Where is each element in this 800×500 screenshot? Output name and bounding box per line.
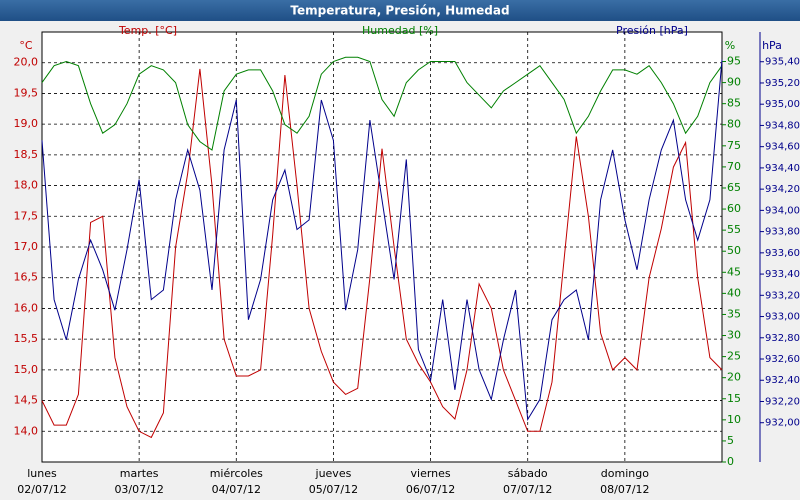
y-tick-label: 17,0 <box>14 240 39 253</box>
y2-tick-label: 10 <box>727 413 741 426</box>
y-tick-label: 15,5 <box>14 332 39 345</box>
x-tick-label: martes <box>120 467 159 480</box>
y-unit: °C <box>19 39 33 52</box>
y3-tick-label: 933,60 <box>765 248 800 259</box>
y2-tick-label: 70 <box>727 160 741 173</box>
y2-tick-label: 15 <box>727 392 741 405</box>
chart-title: Temperatura, Presión, Humedad <box>290 4 509 18</box>
x-tick-label: jueves <box>315 467 352 480</box>
y2-tick-label: 25 <box>727 350 741 363</box>
y2-tick-label: 50 <box>727 244 741 257</box>
y2-tick-label: 95 <box>727 55 741 68</box>
y-tick-label: 19,0 <box>14 117 39 130</box>
y2-tick-label: 20 <box>727 371 741 384</box>
y3-tick-label: 933,00 <box>765 312 800 323</box>
x-tick-label: domingo <box>601 467 649 480</box>
series-label: Humedad [%] <box>362 24 438 37</box>
y2-tick-label: 45 <box>727 265 741 278</box>
y2-tick-label: 90 <box>727 76 741 89</box>
y3-tick-label: 933,20 <box>765 290 800 301</box>
y-tick-label: 20,0 <box>14 56 39 69</box>
series-label: Presión [hPa] <box>616 24 688 37</box>
y3-tick-label: 933,40 <box>765 269 800 280</box>
y-tick-label: 15,0 <box>14 363 39 376</box>
y3-tick-label: 934,20 <box>765 184 800 195</box>
y3-tick-label: 932,80 <box>765 333 800 344</box>
y2-tick-label: 35 <box>727 307 741 320</box>
y2-tick-label: 85 <box>727 97 741 110</box>
y2-tick-label: 55 <box>727 223 741 236</box>
x-tick-date: 02/07/12 <box>17 483 66 496</box>
y2-tick-label: 0 <box>727 455 734 468</box>
y3-tick-label: 935,20 <box>765 78 800 89</box>
y3-tick-label: 934,00 <box>765 205 800 216</box>
y-tick-label: 16,0 <box>14 301 39 314</box>
y3-unit: hPa <box>762 39 782 52</box>
y3-tick-label: 934,60 <box>765 142 800 153</box>
y3-tick-label: 935,00 <box>765 99 800 110</box>
x-tick-date: 07/07/12 <box>503 483 552 496</box>
y2-tick-label: 80 <box>727 118 741 131</box>
x-tick-date: 03/07/12 <box>114 483 163 496</box>
title-bar <box>0 0 800 21</box>
series-line <box>41 56 723 151</box>
x-tick-date: 08/07/12 <box>600 483 649 496</box>
y2-tick-label: 5 <box>727 434 734 447</box>
series-line <box>41 68 723 439</box>
y3-tick-label: 932,60 <box>765 354 800 365</box>
y2-tick-label: 40 <box>727 286 741 299</box>
y2-unit: % <box>725 39 735 52</box>
y3-tick-label: 933,80 <box>765 227 800 238</box>
y2-tick-label: 60 <box>727 202 741 215</box>
y3-tick-label: 934,40 <box>765 163 800 174</box>
y3-tick-label: 932,00 <box>765 418 800 429</box>
y3-tick-label: 935,40 <box>765 57 800 68</box>
y3-tick-label: 934,80 <box>765 120 800 131</box>
y3-tick-label: 932,20 <box>765 396 800 407</box>
y-tick-label: 14,5 <box>14 394 39 407</box>
y-tick-label: 14,0 <box>14 424 39 437</box>
y-tick-label: 18,5 <box>14 148 39 161</box>
x-tick-date: 06/07/12 <box>406 483 455 496</box>
y2-tick-label: 75 <box>727 139 741 152</box>
series-label: Temp. [°C] <box>118 24 177 37</box>
y2-tick-label: 65 <box>727 181 741 194</box>
x-tick-label: miércoles <box>210 467 263 480</box>
y-tick-label: 17,5 <box>14 209 39 222</box>
series-line <box>41 59 723 422</box>
x-tick-label: lunes <box>27 467 57 480</box>
x-tick-label: viernes <box>411 467 451 480</box>
y2-tick-label: 30 <box>727 329 741 342</box>
y3-tick-label: 932,40 <box>765 375 800 386</box>
y-tick-label: 18,0 <box>14 179 39 192</box>
y-tick-label: 19,5 <box>14 86 39 99</box>
x-tick-date: 04/07/12 <box>212 483 261 496</box>
x-tick-label: sábado <box>508 467 548 480</box>
y-tick-label: 16,5 <box>14 271 39 284</box>
x-tick-date: 05/07/12 <box>309 483 358 496</box>
